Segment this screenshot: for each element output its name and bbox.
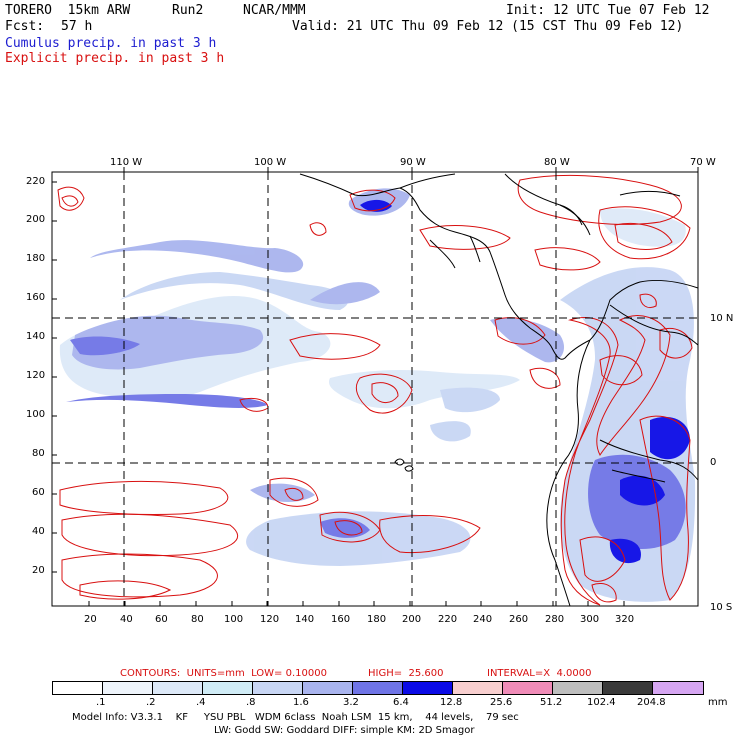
- legend-swatch: [303, 682, 353, 694]
- legend-swatch: [603, 682, 653, 694]
- lon-label: 90 W: [400, 157, 426, 168]
- y-tick: 100: [26, 409, 46, 420]
- legend-label: 1.6: [293, 697, 309, 708]
- legend-swatch: [153, 682, 203, 694]
- org-label: NCAR/MMM: [243, 3, 306, 18]
- legend-label: 102.4: [587, 697, 616, 708]
- fcst-label: Fcst:: [5, 19, 45, 34]
- model-title: TORERO 15km ARW: [5, 3, 131, 18]
- y-tick: 80: [32, 448, 45, 459]
- x-tick: 140: [295, 614, 315, 625]
- contours-high: HIGH= 25.600: [368, 668, 444, 679]
- x-tick: 200: [402, 614, 422, 625]
- contours-interval: INTERVAL=X 4.0000: [487, 668, 592, 679]
- lon-label: 110 W: [110, 157, 143, 168]
- y-tick: 160: [26, 292, 46, 303]
- x-tick: 220: [438, 614, 458, 625]
- cumulus-label: Cumulus precip. in past 3 h: [5, 36, 217, 51]
- physics-info: LW: Godd SW: Goddard DIFF: simple KM: 2D…: [214, 725, 475, 736]
- legend-swatch: [453, 682, 503, 694]
- x-tick: 60: [155, 614, 168, 625]
- fcst-value: 57 h: [61, 19, 93, 34]
- init-time: Init: 12 UTC Tue 07 Feb 12: [506, 3, 710, 18]
- lon-label: 70 W: [690, 157, 716, 168]
- lat-label: 0: [710, 457, 717, 468]
- legend-unit: mm: [708, 697, 728, 708]
- lon-label: 100 W: [254, 157, 287, 168]
- y-tick: 40: [32, 526, 45, 537]
- x-tick: 260: [509, 614, 529, 625]
- legend-swatch: [103, 682, 153, 694]
- valid-time: Valid: 21 UTC Thu 09 Feb 12 (15 CST Thu …: [292, 19, 684, 34]
- legend-swatch: [553, 682, 603, 694]
- legend-swatch: [203, 682, 253, 694]
- legend-label: .4: [196, 697, 206, 708]
- lon-label: 80 W: [544, 157, 570, 168]
- legend-label: .8: [246, 697, 256, 708]
- latlon-grid: [52, 172, 698, 606]
- legend-swatch: [503, 682, 553, 694]
- lat-label: 10 N: [710, 313, 734, 324]
- x-tick: 300: [580, 614, 600, 625]
- legend-label: .2: [146, 697, 156, 708]
- legend-label: 6.4: [393, 697, 409, 708]
- run-label: Run2: [172, 3, 204, 18]
- legend-swatch: [353, 682, 403, 694]
- axis-ticks: [52, 167, 699, 606]
- lat-label: 10 S: [710, 602, 733, 613]
- x-tick: 120: [260, 614, 280, 625]
- legend-label: .1: [96, 697, 106, 708]
- model-info: Model Info: V3.3.1 KF YSU PBL WDM 6class…: [72, 712, 519, 723]
- contours-info: CONTOURS: UNITS=mm LOW= 0.10000: [120, 668, 327, 679]
- x-tick: 160: [331, 614, 351, 625]
- y-tick: 220: [26, 176, 46, 187]
- y-tick: 60: [32, 487, 45, 498]
- explicit-label: Explicit precip. in past 3 h: [5, 51, 225, 66]
- legend-color-bar: [52, 681, 704, 695]
- x-tick: 240: [473, 614, 493, 625]
- x-tick: 180: [367, 614, 387, 625]
- legend-swatch: [253, 682, 303, 694]
- y-tick: 180: [26, 253, 46, 264]
- x-tick: 40: [120, 614, 133, 625]
- legend-swatch: [653, 682, 703, 694]
- y-tick: 140: [26, 331, 46, 342]
- x-tick: 320: [615, 614, 635, 625]
- y-tick: 200: [26, 214, 46, 225]
- map-frame: [51, 171, 699, 607]
- legend-label: 25.6: [490, 697, 513, 708]
- x-tick: 280: [545, 614, 565, 625]
- legend-label: 204.8: [637, 697, 666, 708]
- x-tick: 100: [224, 614, 244, 625]
- legend-label: 3.2: [343, 697, 359, 708]
- x-tick: 80: [191, 614, 204, 625]
- legend-label: 12.8: [440, 697, 463, 708]
- y-tick: 20: [32, 565, 45, 576]
- y-tick: 120: [26, 370, 46, 381]
- legend-swatch: [403, 682, 453, 694]
- legend-swatch: [53, 682, 103, 694]
- legend-label: 51.2: [540, 697, 563, 708]
- explicit-precip-contours: [57, 174, 693, 606]
- x-tick: 20: [84, 614, 97, 625]
